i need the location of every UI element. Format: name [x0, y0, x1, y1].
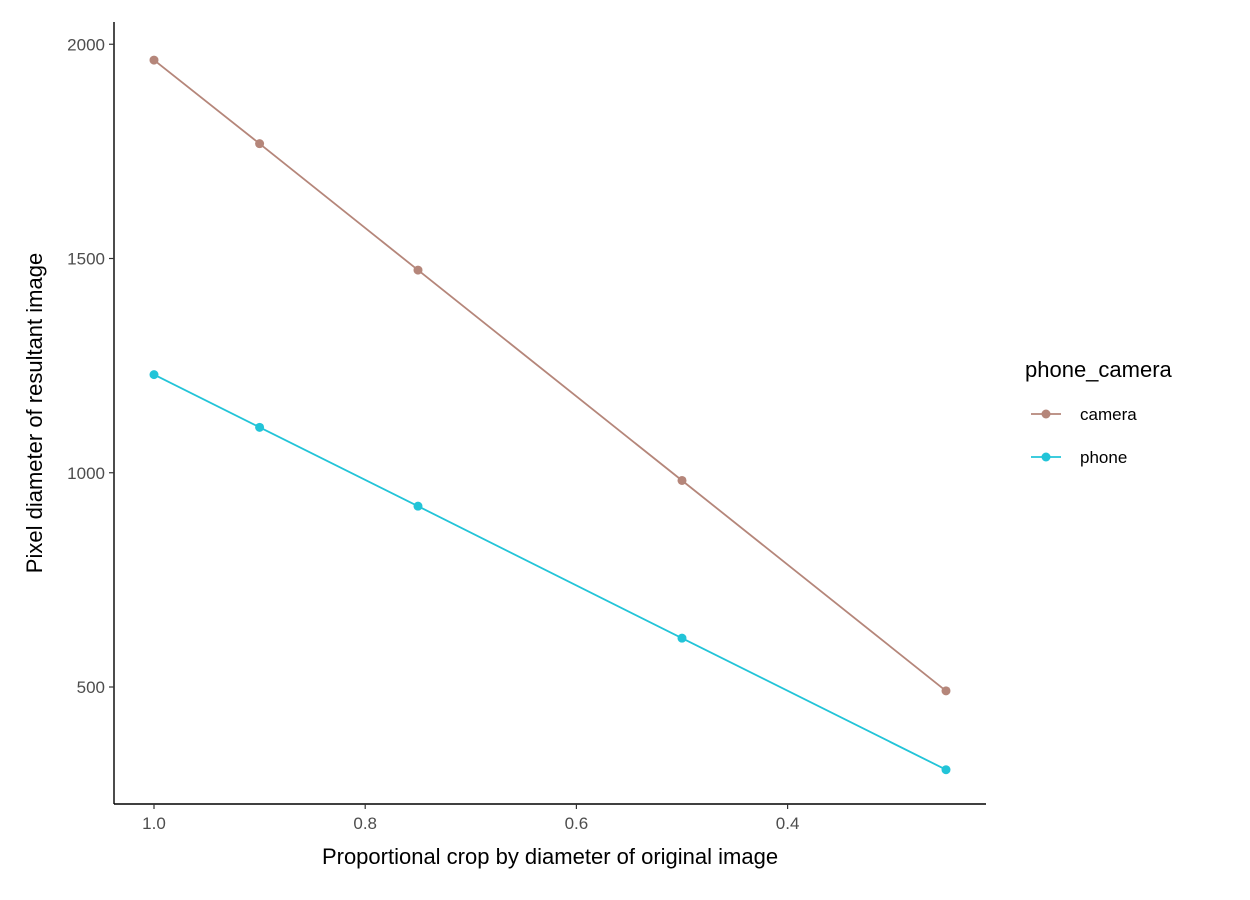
y-tick-label: 2000	[67, 35, 105, 54]
y-tick-label: 1000	[67, 464, 105, 483]
legend-key-point	[1041, 409, 1051, 419]
data-point-camera	[677, 475, 687, 485]
legend-label: phone	[1080, 448, 1127, 467]
x-tick-label: 1.0	[142, 814, 166, 833]
series-line-phone	[153, 373, 947, 771]
legend-title: phone_camera	[1025, 357, 1173, 382]
legend-label: camera	[1080, 405, 1137, 424]
x-tick-label: 0.8	[353, 814, 377, 833]
x-axis-ticks: 1.0 0.8 0.6 0.4	[142, 804, 799, 833]
data-point-phone	[677, 633, 687, 643]
data-point-camera	[149, 55, 159, 65]
legend-key-point	[1041, 452, 1051, 462]
legend-item-camera: camera	[1031, 405, 1137, 424]
x-tick-label: 0.4	[776, 814, 800, 833]
plot-area: 500 1000 1500 2000 1.0 0.8 0.6 0.4	[67, 22, 986, 833]
x-axis-title: Proportional crop by diameter of origina…	[322, 844, 778, 869]
series-layer	[149, 55, 951, 775]
legend: phone_camera camera phone	[1025, 357, 1173, 467]
x-tick-label: 0.6	[565, 814, 589, 833]
legend-item-phone: phone	[1031, 448, 1127, 467]
data-point-camera	[941, 686, 951, 696]
series-line-camera	[153, 59, 947, 692]
series-phone	[149, 370, 951, 775]
data-point-camera	[413, 265, 423, 275]
legend-items: camera phone	[1031, 405, 1137, 467]
y-axis-ticks: 500 1000 1500 2000	[67, 35, 114, 697]
y-axis-title: Pixel diameter of resultant image	[22, 253, 47, 573]
data-point-phone	[255, 422, 265, 432]
data-point-phone	[941, 765, 951, 775]
series-camera	[149, 55, 951, 696]
y-tick-label: 500	[77, 678, 105, 697]
data-point-phone	[149, 370, 159, 380]
data-point-phone	[413, 501, 423, 511]
data-point-camera	[255, 139, 265, 149]
y-tick-label: 1500	[67, 250, 105, 269]
